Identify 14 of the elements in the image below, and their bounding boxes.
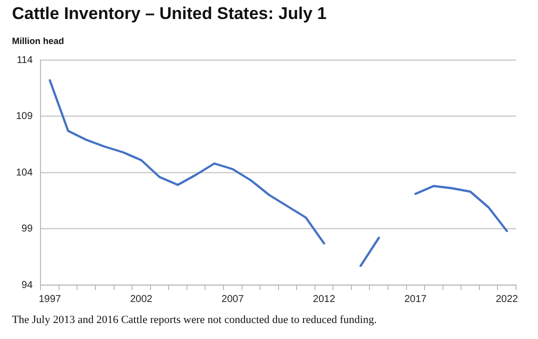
x-tick-label: 1997 <box>38 294 62 305</box>
x-tick-label: 2002 <box>130 294 153 305</box>
x-tick-label: 2007 <box>222 294 244 305</box>
x-tick-label: 2017 <box>404 294 428 305</box>
x-tick-label: 2012 <box>312 294 336 305</box>
y-tick-label: 109 <box>16 111 34 122</box>
y-tick-label: 104 <box>16 167 34 178</box>
y-tick-label: 114 <box>16 54 34 66</box>
y-axis-title: Million head <box>12 36 64 46</box>
text: The July 2013 and 2016 Cattle reports were not conducted due to reduced funding. <box>12 314 377 326</box>
chart-title: Cattle Inventory – United States: July 1 <box>12 4 327 24</box>
y-tick-label: 94 <box>22 280 34 291</box>
x-tick-label: 2022 <box>496 294 518 305</box>
y-tick-label: 99 <box>22 224 34 234</box>
